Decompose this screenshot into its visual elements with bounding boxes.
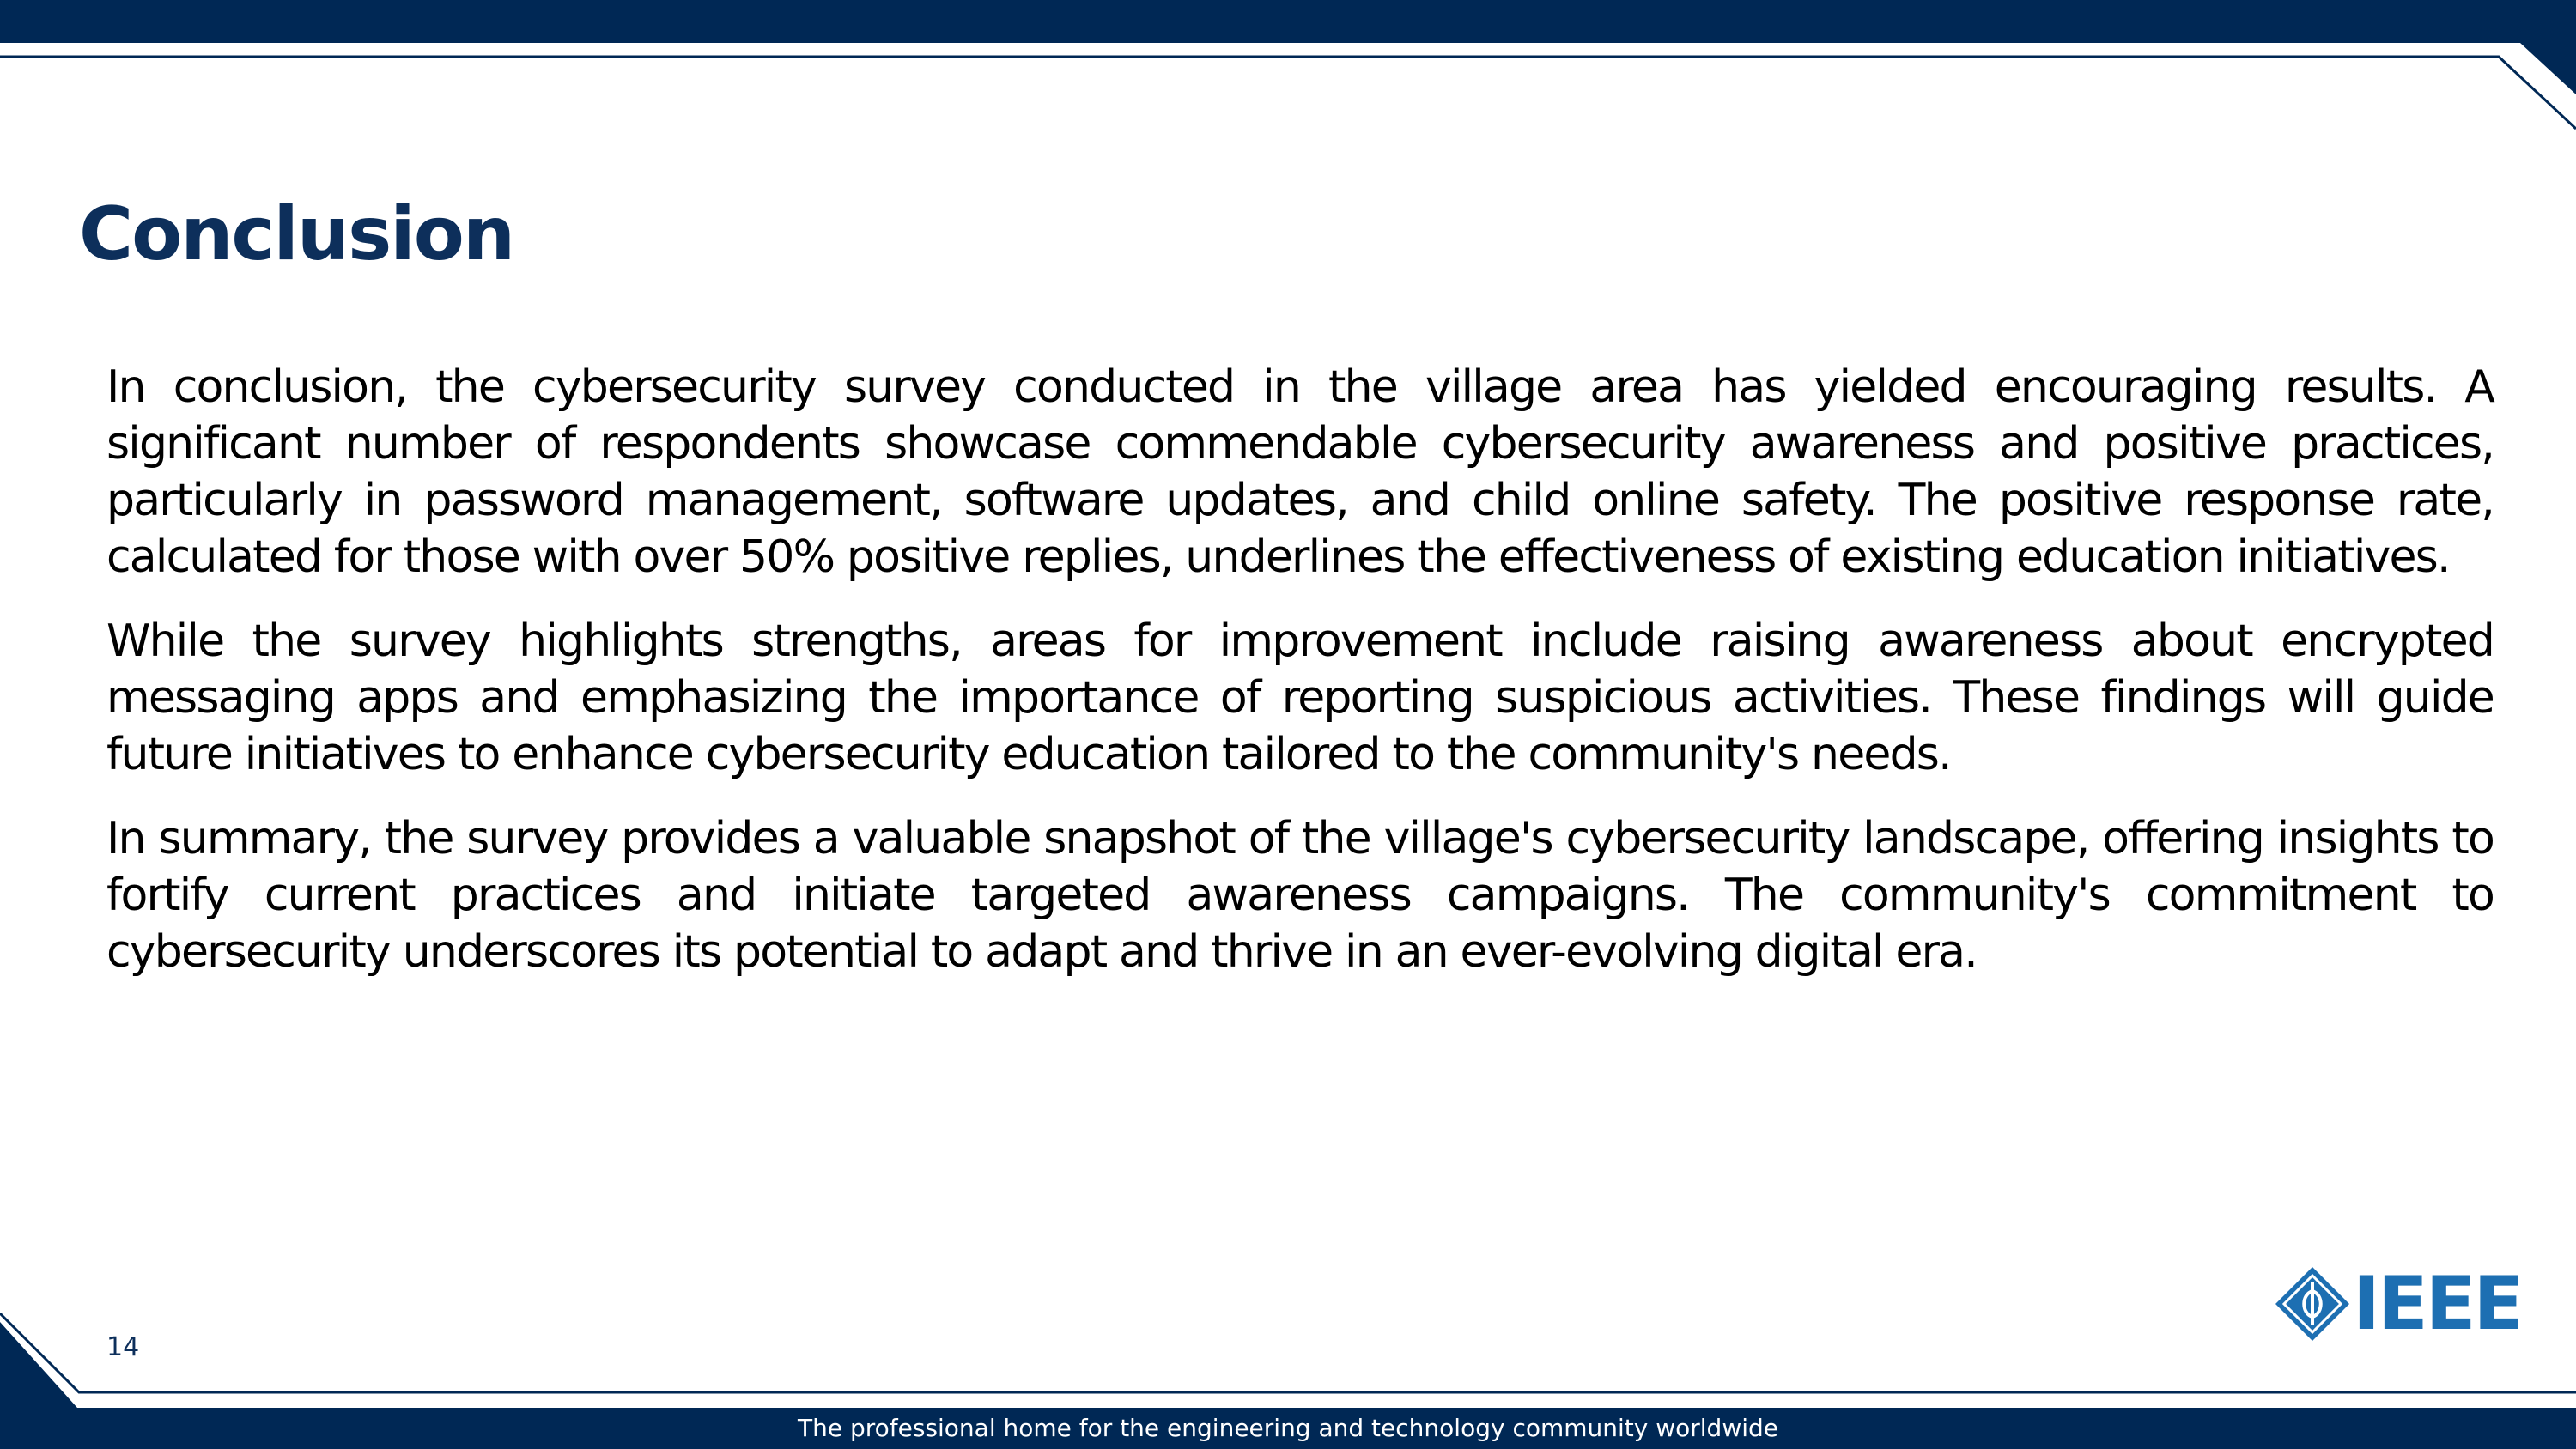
- bottom-rule: [0, 1312, 2576, 1394]
- slide-title: Conclusion: [79, 191, 515, 277]
- ieee-kite-icon: [2275, 1267, 2349, 1341]
- top-right-corner: [2520, 43, 2576, 94]
- bottom-banner: [0, 1408, 2576, 1449]
- ieee-logo: IEEE: [2274, 1261, 2524, 1347]
- conclusion-paragraph-2: While the survey highlights strengths, a…: [106, 615, 2495, 780]
- footer-tagline: The professional home for the engineerin…: [797, 1414, 1779, 1442]
- page-number: 14: [106, 1332, 140, 1362]
- ieee-logo-text: IEEE: [2353, 1261, 2524, 1347]
- slide-body: In conclusion, the cybersecurity survey …: [106, 359, 2495, 1008]
- top-rule: [0, 55, 2576, 130]
- conclusion-paragraph-1: In conclusion, the cybersecurity survey …: [106, 361, 2495, 583]
- top-banner: [0, 0, 2576, 43]
- bottom-left-corner: [0, 1322, 77, 1408]
- conclusion-paragraph-3: In summary, the survey provides a valuab…: [106, 813, 2495, 978]
